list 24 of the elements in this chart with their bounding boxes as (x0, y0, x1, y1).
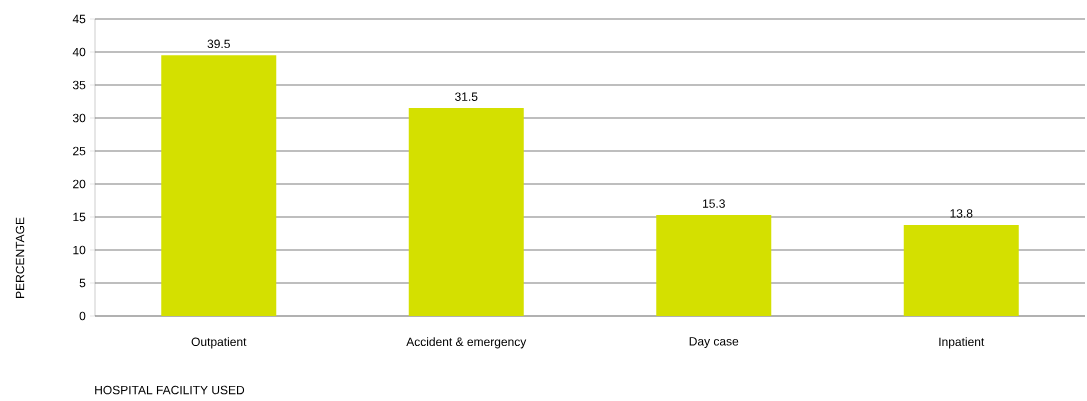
y-tick-label: 5 (79, 278, 86, 288)
data-label: 31.5 (455, 92, 478, 101)
x-tick-label: Day case (689, 337, 739, 348)
y-axis-title: PERCENTAGE (15, 217, 25, 298)
bar (161, 55, 277, 316)
data-label: 39.5 (207, 39, 230, 49)
data-label: 13.8 (950, 209, 973, 218)
x-tick-label: Outpatient (191, 337, 247, 349)
y-tick-label: 15 (73, 212, 86, 222)
y-tick-label: 20 (73, 179, 86, 189)
y-tick-label: 25 (73, 146, 86, 156)
bar (656, 215, 772, 316)
data-label: 15.3 (703, 199, 725, 208)
x-tick-label: Inpatient (939, 337, 985, 349)
y-tick-label: 30 (72, 113, 86, 123)
x-tick-label: Accident & emergency (406, 337, 527, 349)
y-tick-label: 10 (73, 245, 86, 255)
y-tick-label: 0 (79, 311, 86, 321)
bar (408, 108, 524, 316)
y-tick-label: 45 (72, 14, 86, 24)
bar (903, 224, 1019, 316)
y-tick-label: 35 (72, 80, 86, 90)
y-tick-label: 40 (72, 47, 86, 57)
x-axis-title: HOSPITAL FACILITY USED (95, 385, 245, 395)
